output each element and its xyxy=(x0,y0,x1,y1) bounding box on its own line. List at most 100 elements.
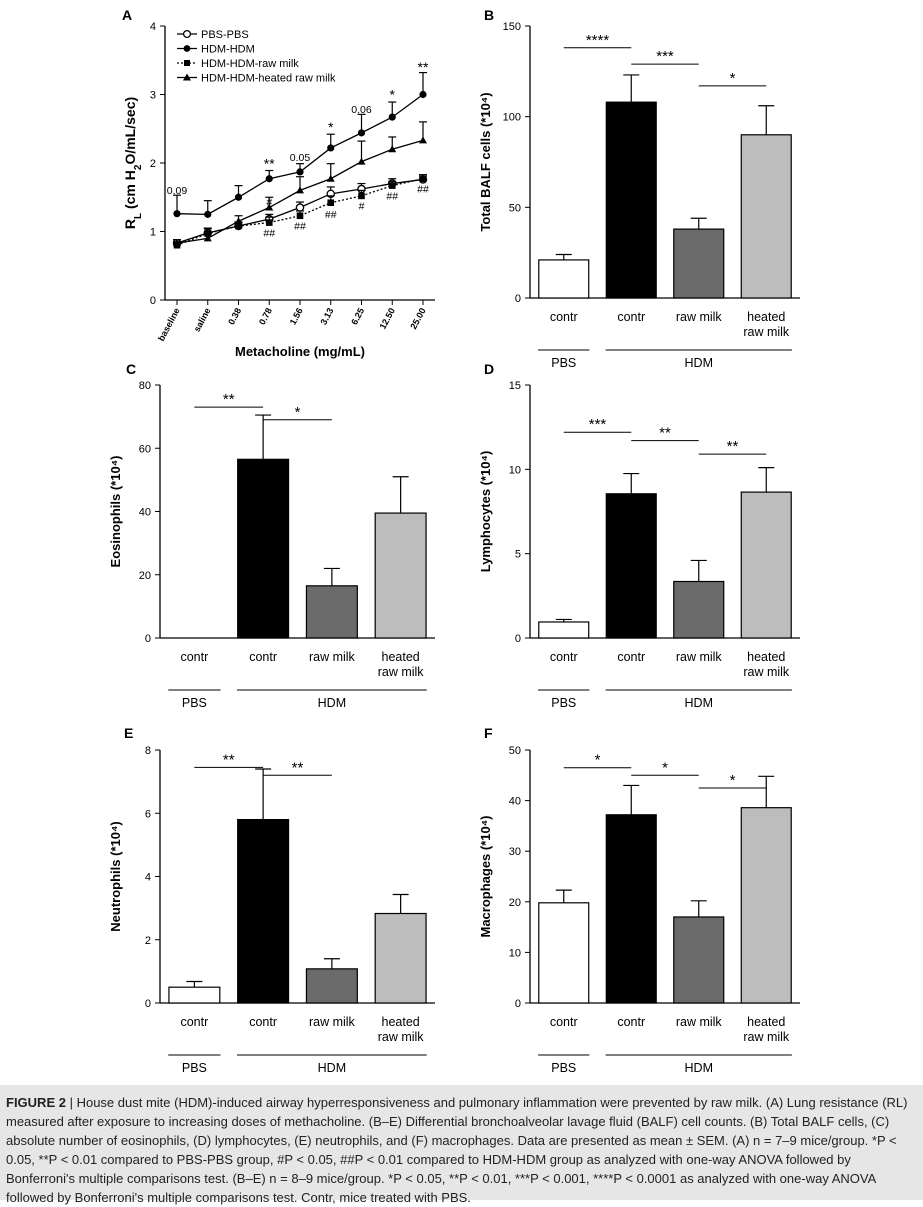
x-tick-label-b: heated xyxy=(747,310,785,324)
annotation: ## xyxy=(263,227,275,239)
panel-a: A 0 1 2 3 4 baseline saline 0.38 0.78 1.56 3.13 6.25… xyxy=(122,7,435,359)
group-label: HDM xyxy=(685,1061,713,1075)
x-tick-label-f: raw milk xyxy=(743,1030,790,1044)
significance-label: **** xyxy=(586,32,610,49)
legend-marker xyxy=(184,60,190,66)
panel-label-c: C xyxy=(126,361,136,377)
significance-label: ** xyxy=(223,751,235,768)
significance-label: *** xyxy=(656,48,674,65)
x-tick-label-a: 1.56 xyxy=(288,306,305,326)
panel-b: B 0 50 100 150 Total BALF cells (*10⁴) contr co… xyxy=(478,7,800,370)
data-point xyxy=(388,182,396,189)
annotation: ## xyxy=(386,190,398,202)
data-point xyxy=(358,192,365,200)
series-3 xyxy=(173,121,427,247)
group-label: PBS xyxy=(182,696,207,710)
x-tick-label-a: 0.38 xyxy=(226,306,243,326)
bar xyxy=(168,986,221,1004)
figure-2: A 0 1 2 3 4 baseline saline 0.38 0.78 1.56 3.13 6.25… xyxy=(108,7,800,1075)
caption-label: FIGURE 2 xyxy=(6,1095,66,1110)
y-tick-label-c: 40 xyxy=(139,507,151,519)
data-point xyxy=(327,199,335,207)
x-tick-label-c: raw milk xyxy=(309,650,356,664)
significance-label: *** xyxy=(589,416,607,433)
y-axis-title-d: Lymphocytes (*10⁴) xyxy=(478,451,493,573)
x-tick-label-e: contr xyxy=(249,1015,277,1029)
data-point xyxy=(234,193,243,201)
y-axis-title-f: Macrophages (*10⁴) xyxy=(478,815,493,937)
data-point xyxy=(234,217,243,225)
y-tick-label-d: 0 xyxy=(515,633,521,645)
series-1 xyxy=(173,71,427,218)
y-tick-label-c: 0 xyxy=(145,633,151,645)
data-point xyxy=(357,157,366,165)
significance-label: ** xyxy=(292,759,304,776)
annotation: ** xyxy=(418,59,429,75)
x-tick-label-c: contr xyxy=(249,650,277,664)
group-label: PBS xyxy=(551,1061,576,1075)
x-tick-label-f: contr xyxy=(550,1015,578,1029)
x-tick-label-c: heated xyxy=(382,650,420,664)
y-tick-label-e: 4 xyxy=(145,872,151,884)
x-tick-label-d: contr xyxy=(617,650,645,664)
figure-caption: FIGURE 2 | House dust mite (HDM)-induced… xyxy=(0,1085,923,1205)
panel-label-d: D xyxy=(484,361,494,377)
annotation: * xyxy=(328,119,334,135)
significance-label: ** xyxy=(727,438,739,455)
y-tick-label-b: 0 xyxy=(515,293,521,305)
y-tick-label-f: 50 xyxy=(509,745,521,757)
significance-label: * xyxy=(730,70,736,87)
annotation: # xyxy=(266,196,272,208)
data-point xyxy=(265,203,274,211)
bar xyxy=(538,259,590,299)
bar xyxy=(673,916,725,1004)
x-tick-label-a: baseline xyxy=(156,306,182,343)
y-tick-label-f: 30 xyxy=(509,846,521,858)
x-tick-label-d: raw milk xyxy=(676,650,723,664)
group-label: HDM xyxy=(318,696,346,710)
significance-label: * xyxy=(595,752,601,769)
bar xyxy=(605,493,657,639)
legend-label: HDM-HDM-heated raw milk xyxy=(201,73,336,85)
y-tick-label-b: 100 xyxy=(503,112,521,124)
significance-label: ** xyxy=(659,425,671,442)
bar xyxy=(740,134,792,299)
x-tick-label-d: raw milk xyxy=(743,665,790,679)
data-point xyxy=(265,175,273,183)
annotation: ## xyxy=(417,183,429,195)
x-tick-label-a: saline xyxy=(192,306,213,333)
group-label: PBS xyxy=(182,1061,207,1075)
group-label: HDM xyxy=(685,696,713,710)
significance-label: * xyxy=(730,772,736,789)
bar xyxy=(740,491,792,639)
x-tick-label-c: contr xyxy=(180,650,208,664)
panel-d: D 0 5 10 15 Lymphocytes (*10⁴) contr contr raw m… xyxy=(478,361,800,710)
x-tick-label-e: raw milk xyxy=(378,1030,425,1044)
x-tick-label-f: contr xyxy=(617,1015,645,1029)
bar xyxy=(605,814,657,1004)
legend-label: HDM-HDM xyxy=(201,44,255,56)
bar xyxy=(673,228,725,299)
x-tick-label-a: 12.50 xyxy=(378,306,397,331)
x-tick-label-d: heated xyxy=(747,650,785,664)
significance-label: ** xyxy=(223,391,235,408)
data-point xyxy=(296,168,304,176)
data-point xyxy=(173,210,181,218)
legend-marker xyxy=(182,29,192,39)
data-point xyxy=(203,234,212,242)
x-tick-label-f: heated xyxy=(747,1015,785,1029)
data-point xyxy=(235,222,242,230)
group-label: HDM xyxy=(685,356,713,370)
y-tick-label-d: 5 xyxy=(515,549,521,561)
y-axis-title-a: RL (cm H2O/mL/sec) xyxy=(122,97,144,229)
significance-label: * xyxy=(295,404,301,421)
y-tick-label-b: 50 xyxy=(509,202,521,214)
panel-e: E 0 2 4 6 8 Neutrophils (*10⁴) contr contr raw mi… xyxy=(108,725,435,1075)
x-tick-label-d: contr xyxy=(550,650,578,664)
x-tick-label-b: raw milk xyxy=(743,325,790,339)
panel-f: F 0 10 20 30 40 50 Macrophages (*10⁴) contr contr… xyxy=(478,725,800,1075)
data-point xyxy=(419,136,427,144)
x-tick-label-a: 0.78 xyxy=(257,306,274,326)
annotation: ## xyxy=(294,220,306,232)
annotation: ** xyxy=(264,155,275,171)
